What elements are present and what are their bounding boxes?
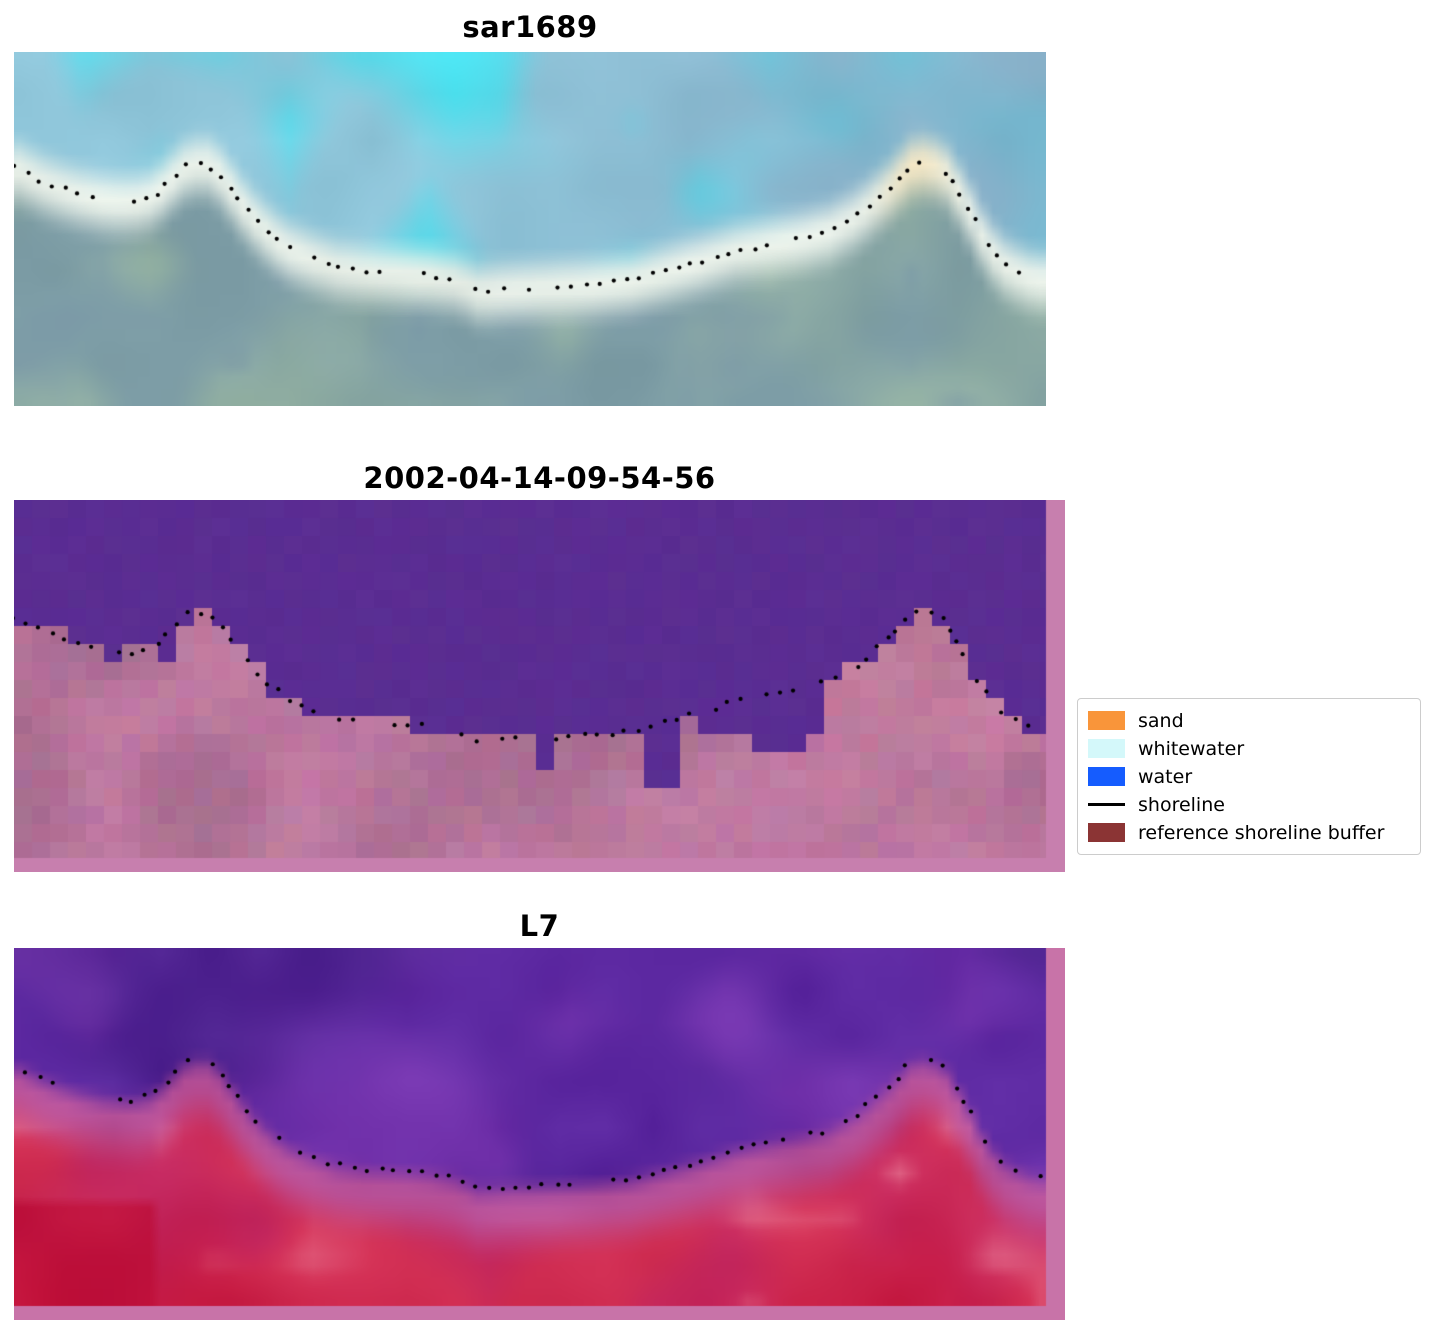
classified-image-panel (14, 500, 1065, 872)
legend-label: reference shoreline buffer (1138, 821, 1385, 844)
l7-image-panel (14, 948, 1065, 1320)
legend-label: sand (1138, 709, 1184, 732)
legend: sand whitewater water shoreline reference sh… (1077, 698, 1421, 855)
legend-item-reference-shoreline-buffer: reference shoreline buffer (1088, 820, 1410, 845)
shoreline-line-swatch (1088, 795, 1125, 814)
legend-label: water (1138, 765, 1193, 788)
sar-image-panel (14, 52, 1046, 406)
panel-title-l7: L7 (519, 909, 560, 943)
sand-swatch (1088, 711, 1125, 730)
panel-title-sar1689: sar1689 (462, 10, 598, 44)
legend-label: shoreline (1138, 793, 1225, 816)
legend-item-whitewater: whitewater (1088, 736, 1410, 761)
whitewater-swatch (1088, 739, 1125, 758)
panel-title-classified: 2002-04-14-09-54-56 (363, 461, 716, 495)
shoreline-line-mark (1088, 803, 1125, 806)
legend-label: whitewater (1138, 737, 1245, 760)
legend-item-water: water (1088, 764, 1410, 789)
legend-item-sand: sand (1088, 708, 1410, 733)
reference-shoreline-buffer-swatch (1088, 823, 1125, 842)
water-swatch (1088, 767, 1125, 786)
legend-item-shoreline: shoreline (1088, 792, 1410, 817)
